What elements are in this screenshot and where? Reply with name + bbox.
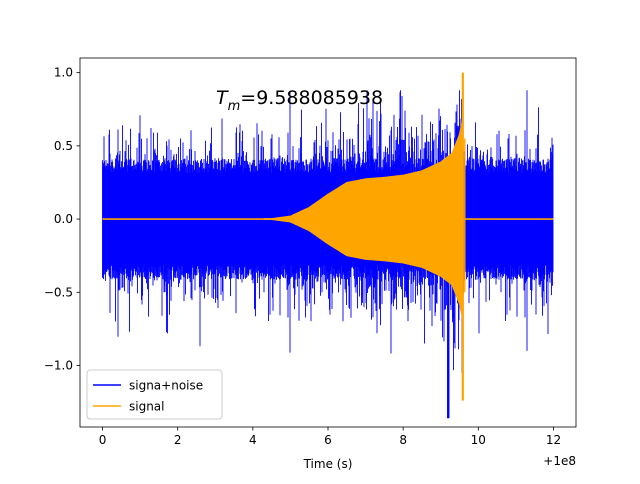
x-tick-label: 6 [324,433,332,447]
series-signal [102,72,554,401]
x-axis-label: Time (s) [303,457,353,471]
y-axis-ticks: 1.0 0.5 0.0 −0.5 −1.0 [44,66,80,373]
y-tick-label: −0.5 [44,285,73,299]
x-tick-label: 2 [174,433,182,447]
x-tick-label: 8 [399,433,407,447]
x-tick-label: 10 [471,433,486,447]
legend-label-signal: signal [129,400,165,414]
y-tick-label: 0.5 [54,139,73,153]
y-tick-label: 0.0 [54,212,73,226]
annotation-value: =9.588085938 [240,87,383,109]
x-axis-ticks: 0 2 4 6 8 10 12 [99,427,561,447]
y-tick-label: −1.0 [44,359,73,373]
y-tick-label: 1.0 [54,66,73,80]
x-tick-label: 4 [249,433,257,447]
x-axis-offset-label: +1e8 [543,454,576,468]
annotation-prefix: T [216,87,229,109]
x-tick-label: 0 [99,433,107,447]
merger-time-annotation: Tm=9.588085938 [216,87,383,114]
legend-label-signal-plus-noise: signa+noise [129,379,203,393]
legend: signa+noise signal [86,369,223,420]
x-tick-label: 12 [546,433,561,447]
annotation-subscript: m [228,99,241,114]
